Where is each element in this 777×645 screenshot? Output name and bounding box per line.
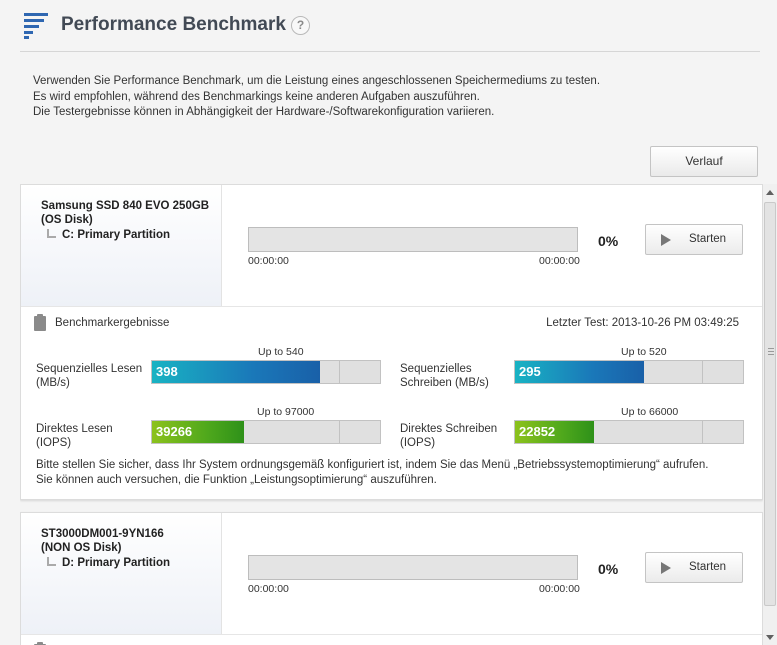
intro-line: Verwenden Sie Performance Benchmark, um … — [33, 75, 601, 87]
results-header — [21, 634, 762, 645]
metric-max: Up to 97000 — [257, 406, 315, 418]
random-read-bar: 39266 — [151, 420, 381, 444]
optimization-hint: Bitte stellen Sie sicher, dass Ihr Syste… — [36, 458, 708, 488]
bar-tick — [339, 421, 340, 443]
results-label: Benchmarkergebnisse — [55, 317, 170, 329]
drive-card: ST3000DM001-9YN166 (NON OS Disk) D: Prim… — [20, 512, 763, 645]
last-test-timestamp: Letzter Test: 2013-10-26 PM 03:49:25 — [546, 317, 739, 329]
drive-info-panel: ST3000DM001-9YN166 (NON OS Disk) D: Prim… — [21, 513, 222, 634]
page-header: Performance Benchmark ? — [0, 0, 777, 52]
metric-label-line: Direktes Lesen — [36, 423, 113, 435]
drive-name: ST3000DM001-9YN166 (NON OS Disk) — [41, 527, 221, 555]
tree-branch-icon — [47, 229, 56, 238]
results-header: Benchmarkergebnisse Letzter Test: 2013-1… — [21, 306, 762, 339]
drive-card: Samsung SSD 840 EVO 250GB (OS Disk) C: P… — [20, 184, 763, 500]
tree-branch-icon — [47, 557, 56, 566]
metric-label-line: (IOPS) — [36, 437, 72, 449]
drive-name: Samsung SSD 840 EVO 250GB (OS Disk) — [41, 199, 221, 227]
metric-value: 398 — [156, 364, 178, 379]
metric-label: Direktes Lesen (IOPS) — [36, 422, 113, 450]
metric-value: 39266 — [156, 424, 193, 439]
drive-model: Samsung SSD 840 EVO 250GB — [41, 200, 210, 212]
remaining-time: 00:00:00 — [539, 255, 580, 267]
metric-fill: 398 — [152, 361, 320, 383]
progress-percent: 0% — [598, 233, 619, 249]
partition-name: C: Primary Partition — [62, 229, 170, 241]
play-icon — [661, 562, 671, 574]
drive-info-panel: Samsung SSD 840 EVO 250GB (OS Disk) C: P… — [21, 185, 222, 306]
start-button[interactable]: Starten — [645, 224, 743, 255]
drive-model: ST3000DM001-9YN166 — [41, 528, 164, 540]
metric-label-line: (MB/s) — [36, 377, 70, 389]
hint-line: Sie können auch versuchen, die Funktion … — [36, 474, 437, 486]
progress-percent: 0% — [598, 561, 619, 577]
bar-tick — [702, 361, 703, 383]
hint-line: Bitte stellen Sie sicher, dass Ihr Syste… — [36, 459, 709, 471]
metric-label: Sequenzielles Lesen (MB/s) — [36, 362, 142, 390]
metric-label: Direktes Schreiben (IOPS) — [400, 422, 497, 450]
start-button-label: Starten — [689, 233, 727, 245]
scrollbar-thumb[interactable] — [764, 202, 776, 606]
benchmark-progress-bar — [248, 555, 578, 580]
vertical-scrollbar[interactable] — [763, 184, 777, 645]
start-button-label: Starten — [689, 561, 727, 573]
drive-type: (OS Disk) — [41, 214, 93, 226]
metric-label-line: Schreiben (MB/s) — [400, 377, 489, 389]
intro-line: Es wird empfohlen, während des Benchmark… — [33, 90, 480, 103]
sequential-read-bar: 398 — [151, 360, 381, 384]
benchmark-list-icon — [24, 13, 48, 39]
metric-value: 295 — [519, 364, 541, 379]
metric-max: Up to 66000 — [621, 406, 679, 418]
partition-label: C: Primary Partition — [47, 229, 170, 241]
metric-max: Up to 520 — [621, 346, 667, 358]
metric-fill: 22852 — [515, 421, 594, 443]
drive-type: (NON OS Disk) — [41, 542, 122, 554]
benchmark-progress-bar — [248, 227, 578, 252]
metric-label-line: Direktes Schreiben — [400, 423, 498, 435]
intro-line: Die Testergebnisse können in Abhängigkei… — [33, 106, 495, 118]
header-divider — [20, 51, 760, 52]
bar-tick — [702, 421, 703, 443]
drive-list: Samsung SSD 840 EVO 250GB (OS Disk) C: P… — [20, 184, 763, 645]
elapsed-time: 00:00:00 — [248, 583, 289, 595]
metric-max: Up to 540 — [258, 346, 304, 358]
metric-label: Sequenzielles Schreiben (MB/s) — [400, 362, 489, 390]
metric-label-line: Sequenzielles Lesen — [36, 363, 143, 375]
scroll-up-icon[interactable] — [766, 190, 774, 195]
play-icon — [661, 234, 671, 246]
scroll-grip — [768, 351, 774, 352]
scroll-grip — [768, 348, 774, 349]
bar-tick — [339, 361, 340, 383]
clipboard-icon — [34, 314, 46, 331]
metric-label-line: Sequenzielles — [400, 363, 472, 375]
scroll-grip — [768, 354, 774, 355]
random-write-bar: 22852 — [514, 420, 744, 444]
elapsed-time: 00:00:00 — [248, 255, 289, 267]
metric-value: 22852 — [519, 424, 556, 439]
metric-fill: 39266 — [152, 421, 244, 443]
partition-name: D: Primary Partition — [62, 557, 170, 569]
remaining-time: 00:00:00 — [539, 583, 580, 595]
page-title: Performance Benchmark — [61, 14, 286, 35]
intro-text: Verwenden Sie Performance Benchmark, um … — [33, 74, 600, 121]
help-icon[interactable]: ? — [291, 16, 310, 35]
sequential-write-bar: 295 — [514, 360, 744, 384]
scroll-down-icon[interactable] — [766, 635, 774, 640]
partition-label: D: Primary Partition — [47, 557, 170, 569]
history-button[interactable]: Verlauf — [650, 146, 758, 177]
start-button[interactable]: Starten — [645, 552, 743, 583]
metric-label-line: (IOPS) — [400, 437, 436, 449]
metric-fill: 295 — [515, 361, 644, 383]
